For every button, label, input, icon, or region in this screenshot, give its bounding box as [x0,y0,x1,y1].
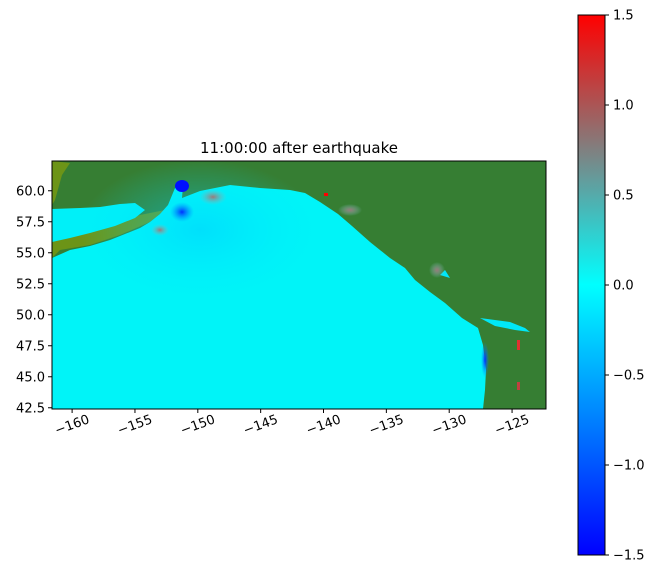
plot-frame [51,160,547,410]
colorbar-tick-label: 0.0 [613,279,634,294]
anomaly [517,340,520,350]
inland-waters [440,270,530,332]
x-tick-label: −125 [493,412,532,438]
colorbar-tick-label: −1.5 [613,549,645,564]
y-tick-label: 52.5 [16,277,45,292]
y-tick-label: 57.5 [16,215,45,230]
colorbar-ticks: −1.5 −1.0 −0.5 0.0 0.5 1.0 1.5 [605,9,645,564]
colorbar-tick-label: −0.5 [613,369,645,384]
anomaly [517,382,520,390]
x-tick-label: −140 [304,412,343,438]
x-tick-label: −150 [179,412,218,438]
anomaly [151,224,169,236]
y-tick-label: 47.5 [16,339,45,354]
anomaly [429,262,445,278]
x-tick-label: −160 [53,412,92,438]
colorbar-gradient [577,14,606,556]
x-axis: −160 −155 −150 −145 −140 −135 −130 −125 [53,409,532,439]
x-tick-label: −155 [116,412,155,438]
x-tick-label: −145 [241,412,280,438]
y-axis: 42.5 45.0 47.5 50.0 52.5 55.0 57.5 60.0 [16,184,52,416]
x-tick-label: −130 [430,412,469,438]
anomaly [338,204,362,216]
chart-title: 11:00:00 after earthquake [200,139,398,157]
colorbar-tick-label: −1.0 [613,459,645,474]
map-plot-area [52,161,546,409]
anomaly [199,189,227,205]
colorbar-tick-label: 1.0 [613,99,634,114]
y-tick-label: 55.0 [16,246,45,261]
colorbar-tick-label: 1.5 [613,9,634,24]
anomaly [170,202,194,222]
anomaly [481,342,489,378]
y-tick-label: 45.0 [16,370,45,385]
anomaly [324,193,328,196]
colorbar: −1.5 −1.0 −0.5 0.0 0.5 1.0 1.5 [577,9,645,564]
colorbar-tick-label: 0.5 [613,189,634,204]
x-tick-label: −135 [367,412,406,438]
y-tick-label: 42.5 [16,401,45,416]
y-tick-label: 60.0 [16,184,45,199]
anomaly [175,180,189,192]
y-tick-label: 50.0 [16,308,45,323]
anomaly [80,161,320,300]
